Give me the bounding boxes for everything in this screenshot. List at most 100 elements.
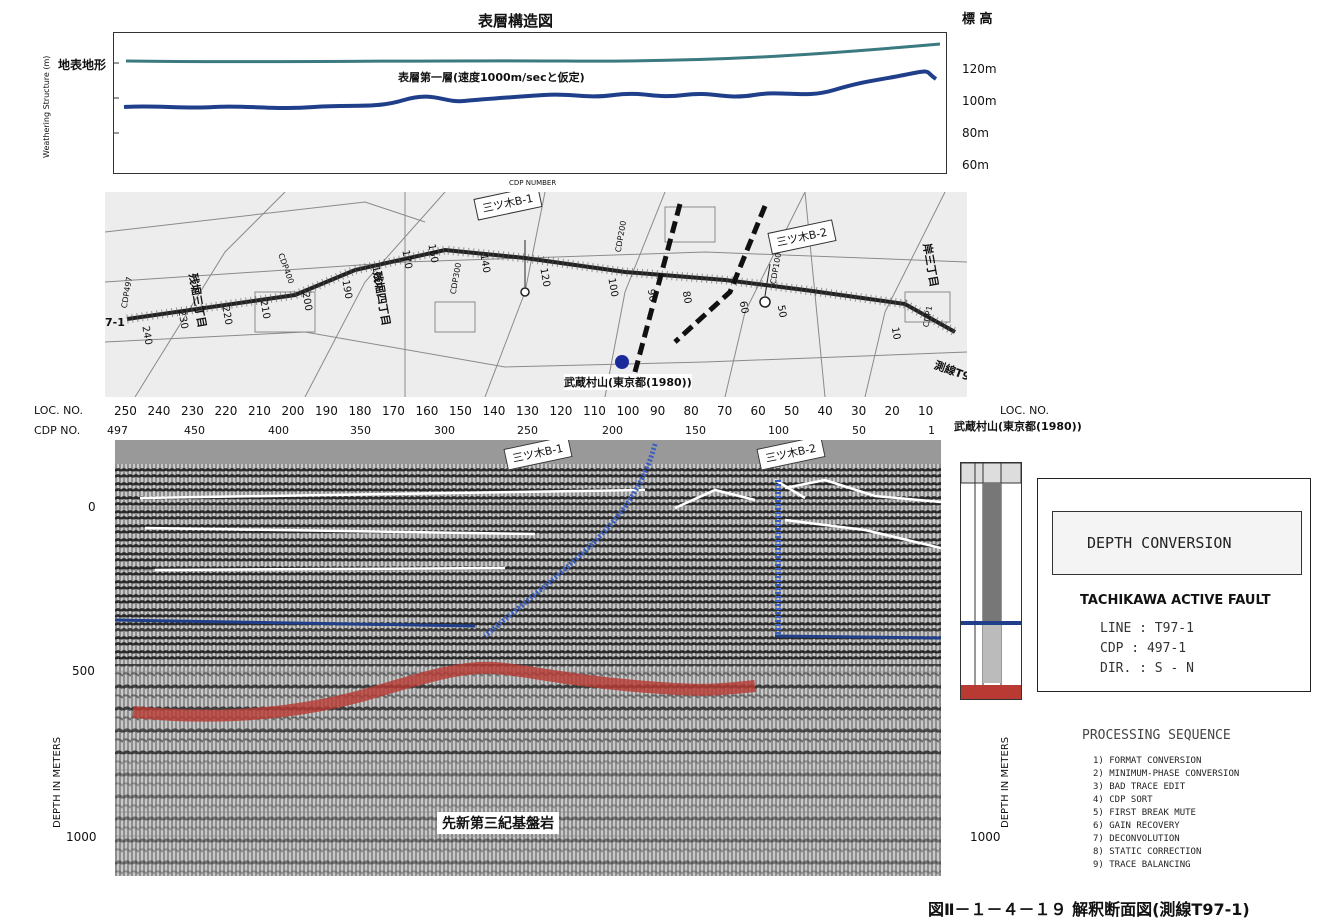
basement-label: 先新第三紀基盤岩 (437, 812, 559, 834)
loc-number: 100 (616, 404, 640, 418)
figure-caption: 図Ⅱ－１－４－１９ 解釈断面図(測線T97-1) (928, 900, 1250, 919)
loc-number: 180 (348, 404, 372, 418)
processing-step: 7) DECONVOLUTION (1093, 834, 1180, 844)
loc-number: 80 (683, 404, 699, 418)
loc-number: 240 (147, 404, 171, 418)
b2-leader (764, 263, 771, 297)
processing-step: 8) STATIC CORRECTION (1093, 847, 1202, 857)
layer-one-line (123, 69, 938, 110)
cdp-number: 50 (852, 424, 866, 437)
info-box: DEPTH CONVERSION TACHIKAWA ACTIVE FAULT … (1037, 478, 1311, 692)
processing-step: 5) FIRST BREAK MUTE (1093, 808, 1196, 818)
fault-b1 (483, 443, 658, 638)
loc-number: 140 (482, 404, 506, 418)
elevation-tick-120: 120m (962, 62, 997, 76)
surface-label: 地表地形 (58, 58, 107, 72)
processing-step: 1) FORMAT CONVERSION (1093, 756, 1202, 766)
cdp-heading-left: CDP NO. (34, 424, 81, 437)
map-panel: 三ツ木B-1 三ツ木B-2 測線T97-1 武蔵村山(東京都(1980)) 7-… (105, 192, 967, 397)
loc-number: 10 (918, 404, 934, 418)
info-key-dir: DIR. (1100, 661, 1132, 676)
cdp-number: 497 (107, 424, 128, 437)
map-loc-50: 50 (774, 304, 788, 319)
info-value-line: T97-1 (1154, 621, 1194, 636)
loc-number: 230 (181, 404, 204, 418)
basement-horizon (132, 661, 756, 722)
map-line-start-label: 7-1 (105, 316, 125, 329)
cdp-number: 200 (602, 424, 623, 437)
top-y-axis-label: Weathering Structure (m) (42, 55, 51, 158)
depth-tick-1000-left: 1000 (66, 830, 97, 844)
info-key-line: LINE (1100, 621, 1132, 636)
loc-number-row: 250 240 230 220 210 200 190 180 170 160 150 140 130 1… (0, 404, 1324, 420)
survey-line-path (126, 247, 956, 334)
depth-tick-0-left: 0 (88, 500, 96, 514)
loc-number: 30 (851, 404, 867, 418)
map-loc-80: 80 (679, 290, 693, 305)
elevation-tick-60: 60m (962, 158, 989, 172)
depth-tick-500-left: 500 (72, 664, 95, 678)
info-value-dir: S - N (1154, 661, 1194, 676)
blue-horizon-left (115, 618, 476, 628)
elevation-heading: 標 高 (962, 12, 993, 27)
loc-number: 40 (817, 404, 833, 418)
loc-number: 50 (784, 404, 800, 418)
cdp-number: 350 (350, 424, 371, 437)
layer-label: 表層第一層(速度1000m/secと仮定) (398, 71, 585, 84)
loc-number: 220 (214, 404, 238, 418)
info-project: TACHIKAWA ACTIVE FAULT (1080, 593, 1271, 608)
processing-title: PROCESSING SEQUENCE (1082, 728, 1231, 743)
loc-number: 190 (315, 404, 338, 418)
borehole-log (960, 462, 1022, 700)
depth-axis-label-right: DEPTH IN METERS (1000, 736, 1011, 828)
station-dot (615, 355, 629, 369)
loc-number: 60 (750, 404, 766, 418)
top-plot-frame: 表層第一層(速度1000m/secと仮定) CDP NUMBER (113, 32, 947, 187)
info-value-cdp: 497-1 (1146, 641, 1187, 656)
loc-number: 130 (516, 404, 539, 418)
loc-number: 250 (114, 404, 137, 418)
depth-axis-label-left: DEPTH IN METERS (52, 736, 63, 828)
info-row-dir: DIR. : S - N (1100, 661, 1194, 676)
info-row-line: LINE : T97-1 (1100, 621, 1194, 636)
map-loc-10: 10 (888, 326, 902, 341)
cdp-number: 400 (268, 424, 289, 437)
processing-step: 9) TRACE BALANCING (1093, 860, 1191, 870)
map-loc-90: 90 (644, 288, 658, 303)
processing-step: 4) CDP SORT (1093, 795, 1153, 805)
surface-topography-line (125, 42, 941, 64)
cdp-axis-label: CDP NUMBER (509, 179, 557, 187)
loc-number: 210 (248, 404, 271, 418)
loc-number: 150 (449, 404, 472, 418)
loc-number: 110 (583, 404, 606, 418)
cdp-number: 450 (184, 424, 205, 437)
cdp-number: 100 (768, 424, 789, 437)
elevation-tick-80: 80m (962, 126, 989, 140)
cdp-number-row: 497 450 400 350 300 250 200 150 100 50 1 (0, 424, 1324, 440)
map-loc-60: 60 (736, 300, 750, 315)
top-title: 表層構造図 (478, 12, 554, 30)
loc-number: 160 (415, 404, 439, 418)
seismic-section: 三ツ木B-1 三ツ木B-2 先新第三紀基盤岩 (115, 440, 941, 876)
top-tick-marks (114, 62, 119, 134)
map-svg (105, 192, 967, 397)
fault-trace-1 (632, 203, 683, 373)
processing-step: 6) GAIN RECOVERY (1093, 821, 1180, 831)
loc-heading-left: LOC. NO. (34, 404, 84, 417)
section-station-label: 武蔵村山(東京都(1980)) (954, 420, 1082, 433)
processing-step: 3) BAD TRACE EDIT (1093, 782, 1186, 792)
loc-number: 120 (549, 404, 573, 418)
map-streets (105, 192, 967, 397)
cdp-number: 300 (434, 424, 455, 437)
info-row-cdp: CDP : 497-1 (1100, 641, 1187, 656)
blue-horizon-right (774, 634, 941, 640)
cdp-number: 250 (517, 424, 538, 437)
loc-number: 200 (281, 404, 305, 418)
top-plot-svg (114, 42, 941, 134)
survey-line-ticks (126, 245, 958, 336)
loc-heading-right: LOC. NO. (1000, 404, 1050, 417)
info-key-cdp: CDP (1100, 641, 1124, 656)
borehole-b1-marker (520, 287, 530, 297)
loc-number: 20 (884, 404, 900, 418)
interpreted-horizons (139, 478, 941, 572)
